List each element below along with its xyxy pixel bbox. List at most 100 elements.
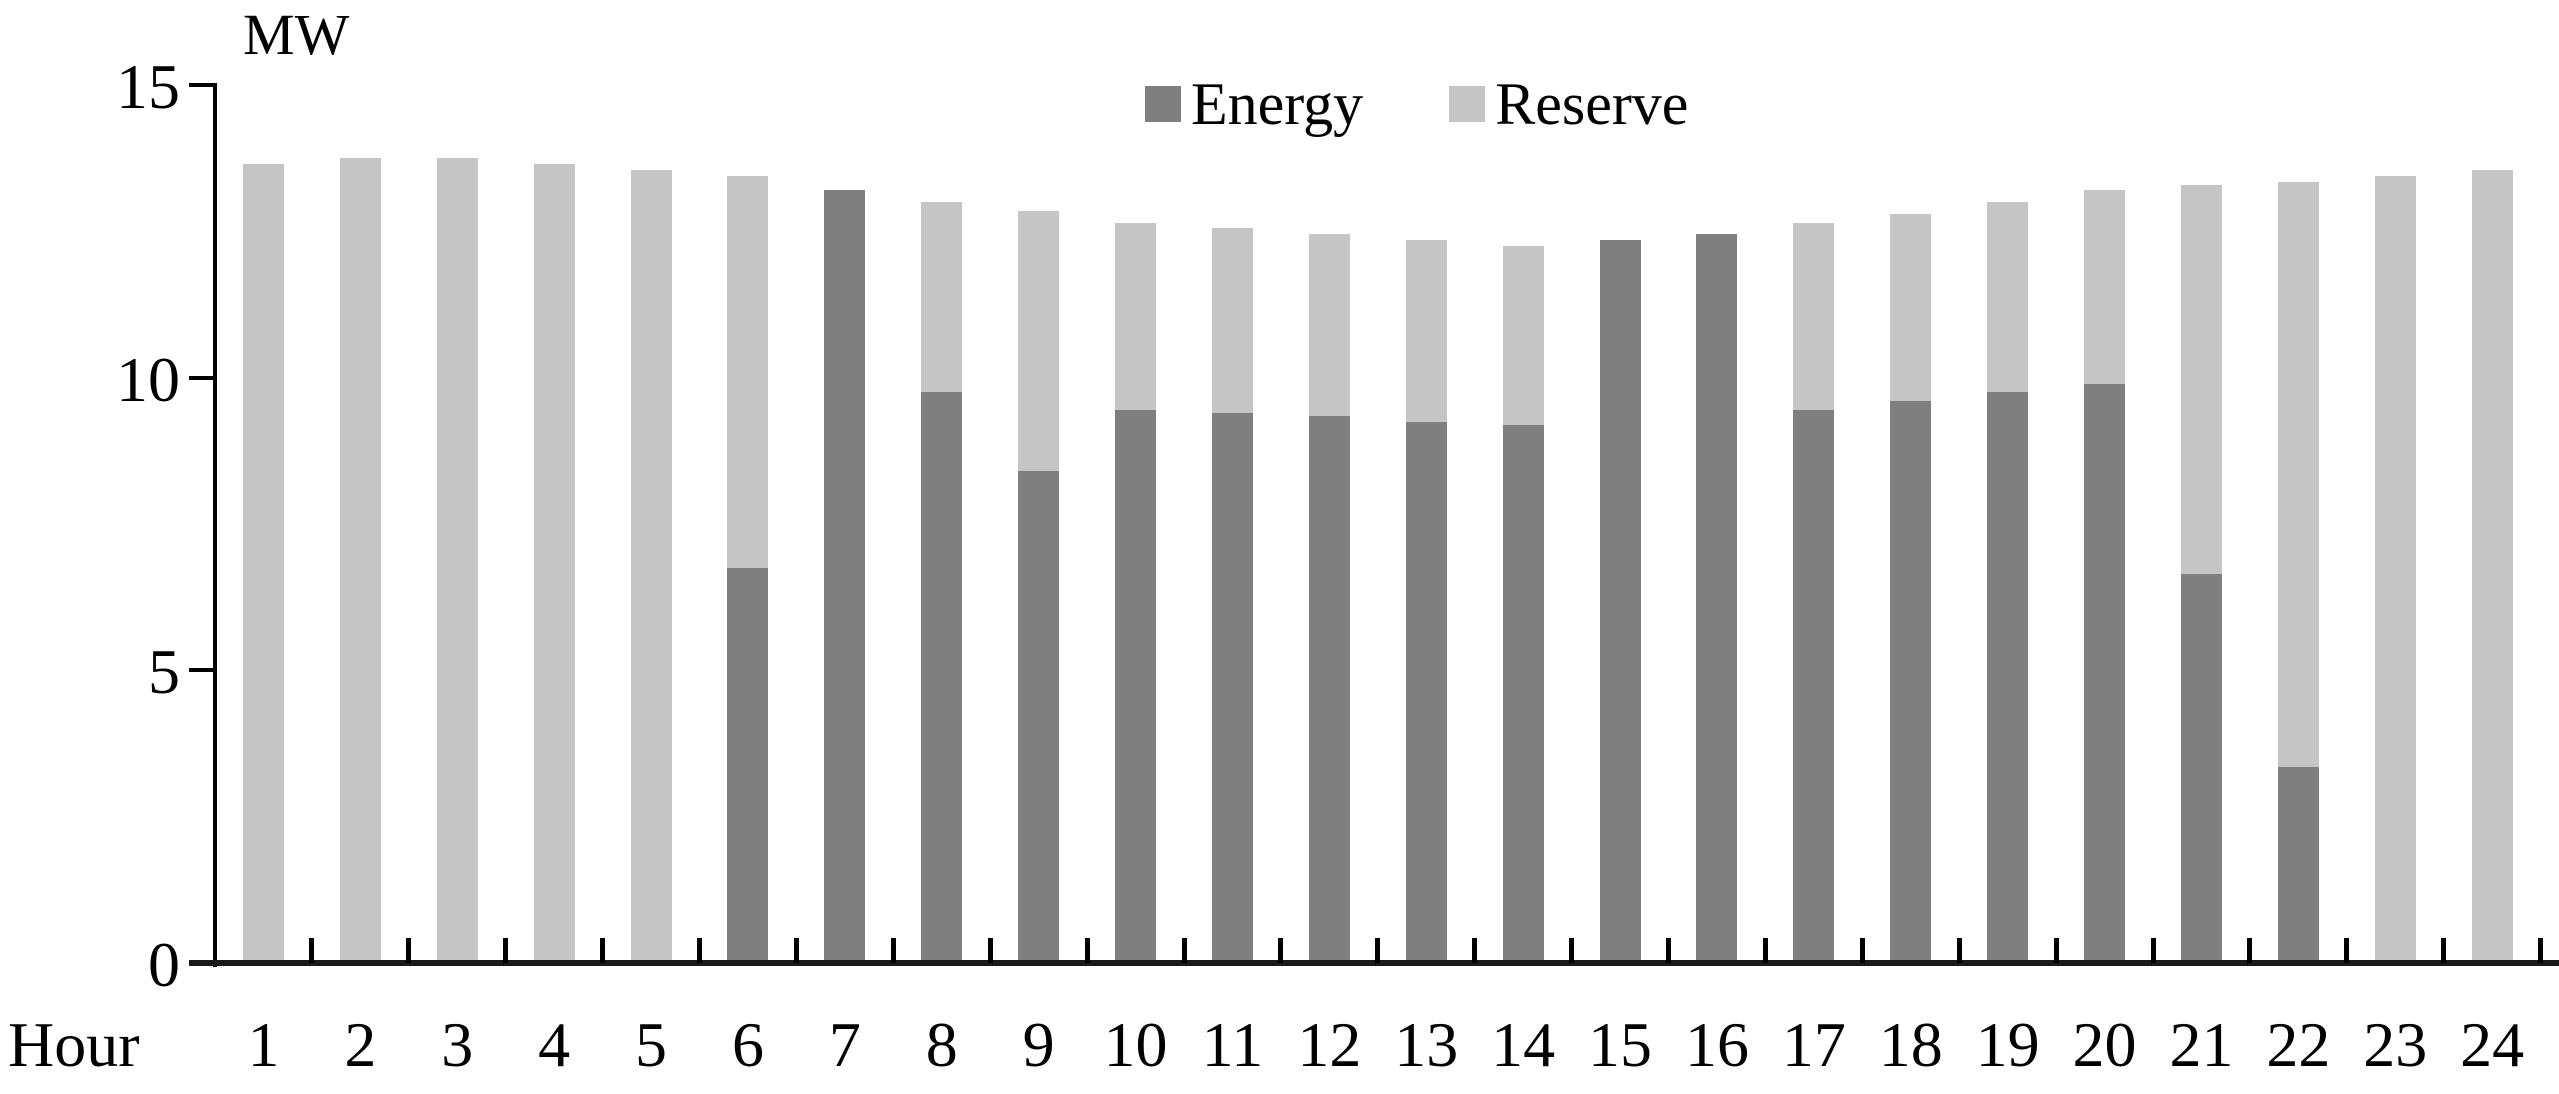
x-axis-tick-8 bbox=[987, 938, 993, 963]
x-axis-tick-11 bbox=[1278, 938, 1284, 963]
x-axis-tick-3 bbox=[503, 938, 509, 963]
bar-hour-21-reserve bbox=[2180, 184, 2222, 574]
bar-hour-12-energy bbox=[1308, 415, 1350, 963]
bar-hour-8-reserve bbox=[921, 202, 963, 393]
bar-hour-8-energy bbox=[921, 392, 963, 963]
bar-hour-20-reserve bbox=[2084, 190, 2126, 384]
bar-hour-10-energy bbox=[1115, 409, 1157, 963]
x-axis-label-hour-7: 7 bbox=[828, 1009, 861, 1080]
x-axis-label-hour-12: 12 bbox=[1297, 1009, 1362, 1080]
bar-hour-11-energy bbox=[1211, 412, 1253, 963]
x-axis-line bbox=[189, 960, 2559, 966]
x-axis-label-hour-5: 5 bbox=[635, 1009, 668, 1080]
x-axis-title: Hour bbox=[8, 1009, 140, 1080]
bar-hour-16-energy bbox=[1696, 234, 1738, 963]
bar-hour-13-reserve bbox=[1405, 240, 1447, 422]
x-axis-tick-22 bbox=[2344, 938, 2350, 963]
x-axis-tick-24 bbox=[2538, 938, 2544, 963]
x-axis-tick-16 bbox=[1762, 938, 1768, 963]
x-axis-tick-20 bbox=[2150, 938, 2156, 963]
bar-hour-9-reserve bbox=[1018, 210, 1060, 472]
x-axis-label-hour-4: 4 bbox=[538, 1009, 571, 1080]
x-axis-label-hour-10: 10 bbox=[1103, 1009, 1168, 1080]
x-axis-tick-17 bbox=[1859, 938, 1865, 963]
legend: Energy Reserve bbox=[1145, 74, 1688, 134]
bar-hour-22-reserve bbox=[2277, 181, 2319, 767]
x-axis-label-hour-9: 9 bbox=[1022, 1009, 1055, 1080]
bar-hour-14-reserve bbox=[1502, 245, 1544, 425]
x-axis-tick-7 bbox=[890, 938, 896, 963]
x-axis-label-hour-18: 18 bbox=[1878, 1009, 1943, 1080]
y-axis-label-15: 15 bbox=[116, 51, 180, 122]
x-axis-tick-10 bbox=[1181, 938, 1187, 963]
bar-hour-22-energy bbox=[2277, 766, 2319, 963]
x-axis-label-hour-20: 20 bbox=[2072, 1009, 2137, 1080]
legend-label-energy: Energy bbox=[1191, 71, 1364, 137]
bar-hour-6-energy bbox=[727, 567, 769, 963]
y-axis-label-0: 0 bbox=[148, 929, 180, 1000]
bar-hour-18-energy bbox=[1890, 401, 1932, 963]
bar-hour-24-reserve bbox=[2471, 169, 2513, 963]
bar-hour-21-energy bbox=[2180, 573, 2222, 963]
bar-hour-19-reserve bbox=[1987, 202, 2029, 393]
bar-hour-15-energy bbox=[1599, 240, 1641, 963]
x-axis-tick-2 bbox=[406, 938, 412, 963]
bar-hour-20-energy bbox=[2084, 383, 2126, 963]
bar-hour-7-energy bbox=[824, 190, 866, 963]
x-axis-label-hour-6: 6 bbox=[731, 1009, 764, 1080]
x-axis-label-hour-13: 13 bbox=[1394, 1009, 1459, 1080]
x-axis-tick-4 bbox=[600, 938, 606, 963]
x-axis-label-hour-11: 11 bbox=[1201, 1009, 1264, 1080]
x-axis-tick-9 bbox=[1084, 938, 1090, 963]
x-axis-label-hour-1: 1 bbox=[247, 1009, 280, 1080]
legend-swatch-energy-icon bbox=[1145, 86, 1181, 122]
x-axis-label-hour-24: 24 bbox=[2460, 1009, 2525, 1080]
x-axis-label-hour-19: 19 bbox=[1975, 1009, 2040, 1080]
y-axis-line bbox=[213, 83, 217, 967]
y-axis-label-10: 10 bbox=[116, 343, 180, 415]
x-axis-label-hour-15: 15 bbox=[1588, 1009, 1653, 1080]
x-axis-label-hour-3: 3 bbox=[441, 1009, 474, 1080]
x-axis-label-hour-14: 14 bbox=[1491, 1009, 1556, 1080]
x-axis-tick-5 bbox=[697, 938, 702, 963]
bar-hour-2-reserve bbox=[339, 158, 381, 963]
bar-hour-3-reserve bbox=[436, 158, 478, 963]
x-axis-tick-19 bbox=[2053, 938, 2059, 963]
x-axis-tick-14 bbox=[1569, 938, 1575, 963]
x-axis-tick-6 bbox=[793, 938, 799, 963]
bar-hour-17-energy bbox=[1793, 409, 1835, 963]
bar-hour-6-reserve bbox=[727, 175, 769, 568]
y-axis-tick-15 bbox=[189, 83, 215, 87]
x-axis-label-hour-2: 2 bbox=[344, 1009, 377, 1080]
x-axis-label-hour-22: 22 bbox=[2266, 1009, 2331, 1080]
bar-hour-10-reserve bbox=[1115, 222, 1157, 410]
bar-hour-12-reserve bbox=[1308, 234, 1350, 416]
y-axis-label-5: 5 bbox=[148, 636, 180, 708]
bar-hour-4-reserve bbox=[533, 164, 575, 963]
x-axis-label-hour-17: 17 bbox=[1781, 1009, 1846, 1080]
legend-label-reserve: Reserve bbox=[1495, 71, 1689, 137]
x-axis-tick-13 bbox=[1472, 938, 1478, 963]
bar-hour-18-reserve bbox=[1890, 213, 1932, 402]
x-axis-label-hour-8: 8 bbox=[925, 1009, 958, 1080]
bar-hour-11-reserve bbox=[1211, 228, 1253, 413]
x-axis-tick-18 bbox=[1956, 938, 1962, 963]
x-axis-tick-1 bbox=[309, 938, 315, 963]
bar-hour-1-reserve bbox=[242, 164, 284, 963]
x-axis-tick-12 bbox=[1375, 938, 1381, 963]
bar-hour-17-reserve bbox=[1793, 222, 1835, 410]
y-axis-unit-label: MW bbox=[243, 2, 350, 67]
bar-hour-23-reserve bbox=[2374, 175, 2416, 963]
bar-hour-9-energy bbox=[1018, 471, 1060, 963]
legend-swatch-reserve-icon bbox=[1449, 86, 1486, 122]
x-axis-tick-21 bbox=[2247, 938, 2253, 963]
x-axis-tick-23 bbox=[2441, 938, 2447, 963]
bar-hour-13-energy bbox=[1405, 421, 1447, 963]
bar-hour-19-energy bbox=[1987, 392, 2029, 963]
x-axis-label-hour-21: 21 bbox=[2169, 1009, 2234, 1080]
y-axis-tick-10 bbox=[189, 375, 215, 380]
x-axis-label-hour-16: 16 bbox=[1684, 1009, 1749, 1080]
bar-hour-5-reserve bbox=[630, 169, 672, 963]
x-axis-tick-15 bbox=[1666, 938, 1671, 963]
